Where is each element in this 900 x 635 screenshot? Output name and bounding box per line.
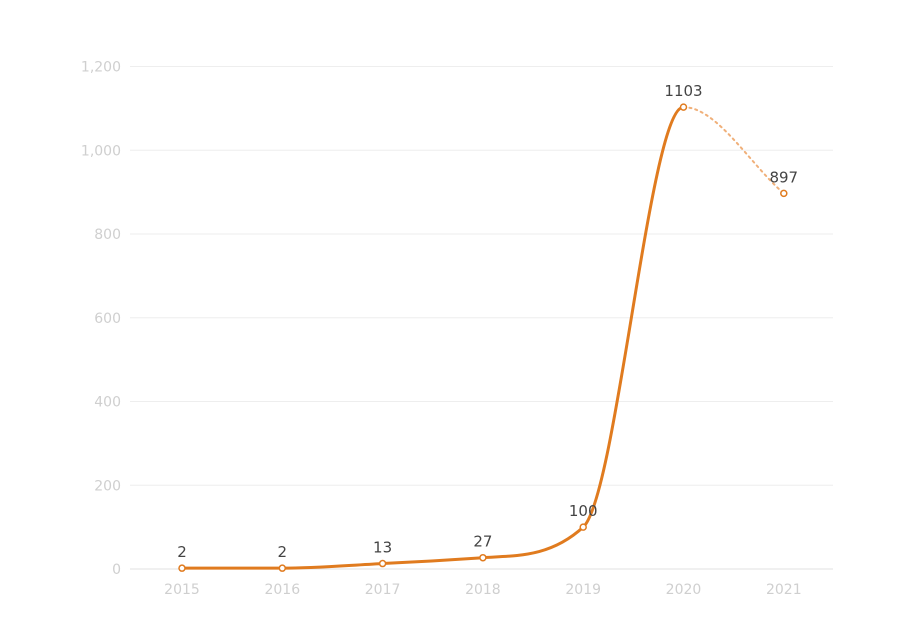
data-points xyxy=(178,103,788,572)
data-label: 100 xyxy=(569,502,598,520)
y-tick-label: 1,200 xyxy=(81,60,121,76)
y-tick-label: 0 xyxy=(112,562,121,578)
x-tick-label: 2019 xyxy=(565,582,601,598)
data-label: 1103 xyxy=(664,82,702,100)
data-label: 27 xyxy=(473,533,492,551)
data-point xyxy=(479,553,487,562)
data-labels: 2 2 13 27 100 1103 897 xyxy=(177,82,798,561)
x-tick-label: 2018 xyxy=(465,582,501,598)
y-tick-label: 800 xyxy=(94,227,121,243)
data-label: 2 xyxy=(278,543,288,561)
data-point xyxy=(579,523,587,531)
x-axis: 2015 2016 2017 2018 2019 2020 2021 xyxy=(164,582,801,598)
data-point xyxy=(679,103,688,111)
y-tick-label: 600 xyxy=(94,311,121,327)
y-tick-label: 400 xyxy=(94,395,121,411)
data-label: 13 xyxy=(373,539,392,557)
series-line xyxy=(180,105,785,570)
series-line-solid xyxy=(180,105,685,570)
data-point xyxy=(278,564,287,572)
x-tick-label: 2021 xyxy=(766,582,802,598)
y-axis: 0 200 400 600 800 1,000 1,200 xyxy=(81,60,121,579)
data-point xyxy=(378,559,387,568)
data-label: 897 xyxy=(769,168,798,186)
data-point xyxy=(780,189,788,198)
data-label: 2 xyxy=(177,543,187,561)
y-tick-label: 200 xyxy=(94,478,121,494)
x-tick-label: 2020 xyxy=(666,582,702,598)
series-line-projected xyxy=(682,106,785,195)
x-tick-label: 2016 xyxy=(264,582,300,598)
grid-layer xyxy=(130,66,833,570)
data-point xyxy=(178,564,186,572)
x-tick-label: 2015 xyxy=(164,582,200,598)
x-tick-label: 2017 xyxy=(365,582,401,598)
y-tick-label: 1,000 xyxy=(81,143,121,159)
